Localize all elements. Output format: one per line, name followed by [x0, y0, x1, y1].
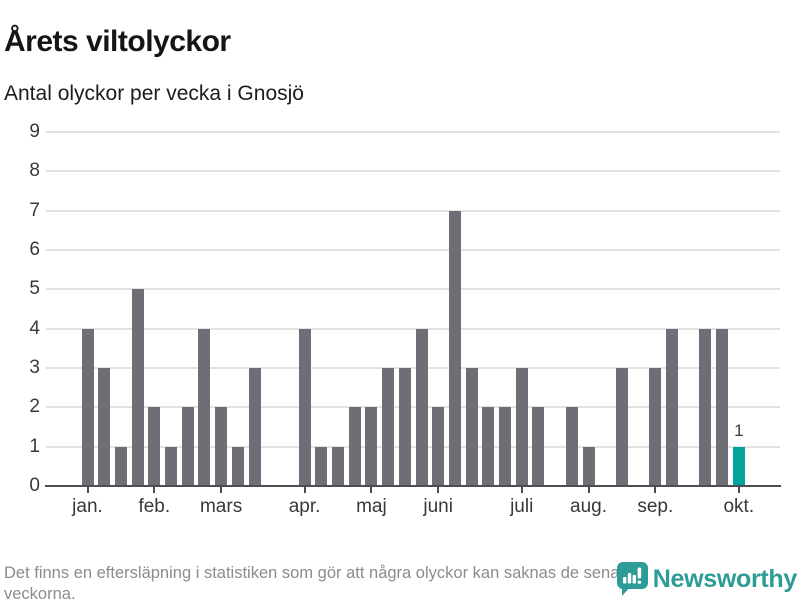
- bar: [81, 328, 94, 485]
- bar: [649, 368, 662, 485]
- x-axis-label: feb.: [138, 496, 171, 517]
- gridline: [46, 288, 780, 291]
- bar: [131, 289, 144, 485]
- x-axis-tick: [654, 487, 657, 493]
- page-title: Årets viltolyckor: [4, 25, 231, 59]
- bar: [482, 407, 495, 485]
- x-axis-label: maj: [356, 496, 387, 517]
- x-axis-label: apr.: [288, 496, 321, 517]
- x-axis-line: [45, 485, 781, 487]
- newsworthy-bubble-chart-icon: [616, 562, 648, 602]
- bar: [148, 407, 161, 485]
- x-axis-tick: [370, 487, 373, 493]
- newsworthy-logo: Newsworthy: [616, 562, 798, 602]
- bar: [448, 210, 461, 485]
- gridline: [46, 209, 780, 212]
- gridline: [46, 131, 780, 134]
- bar: [332, 446, 344, 485]
- y-axis-label: 1: [29, 435, 40, 457]
- y-axis-label: 0: [29, 475, 40, 496]
- bar: [315, 446, 328, 485]
- bar: [298, 328, 311, 485]
- bar: [215, 407, 228, 485]
- y-axis-label: 9: [29, 121, 40, 143]
- x-axis-label: juni: [423, 496, 453, 517]
- bar: [582, 446, 595, 485]
- bar: [198, 328, 211, 485]
- x-axis-tick: [587, 487, 590, 493]
- x-axis-tick: [437, 487, 440, 493]
- y-axis-label: 5: [29, 278, 40, 300]
- x-axis-label: aug.: [570, 496, 607, 517]
- bar: [699, 328, 712, 485]
- x-axis-tick: [737, 487, 740, 493]
- y-axis-label: 7: [29, 199, 40, 221]
- bar: [114, 446, 127, 485]
- bar: [666, 328, 678, 485]
- bar: [165, 446, 177, 485]
- bar: [615, 368, 628, 485]
- x-axis-tick: [220, 487, 223, 493]
- x-axis-label: sep.: [637, 496, 674, 517]
- gridline: [46, 445, 780, 448]
- newsworthy-wordmark: Newsworthy: [652, 565, 798, 593]
- x-axis-tick: [153, 487, 156, 493]
- bar: [432, 407, 445, 485]
- gridline: [46, 367, 780, 369]
- bar: [499, 407, 511, 485]
- gridline: [46, 327, 780, 330]
- x-axis-label: mars: [199, 496, 243, 517]
- x-axis-tick: [86, 487, 89, 493]
- bar-highlighted: [732, 446, 745, 485]
- y-axis-label: 6: [29, 239, 40, 261]
- gridline: [46, 406, 780, 409]
- bar: [248, 368, 261, 485]
- bar: [565, 407, 578, 485]
- x-axis-label: jan.: [72, 496, 103, 517]
- x-axis-label: juli: [510, 496, 534, 517]
- bar: [532, 407, 545, 485]
- chart-subtitle: Antal olyckor per vecka i Gnosjö: [4, 82, 304, 105]
- bar: [231, 446, 244, 485]
- bar: [348, 407, 361, 485]
- bar: [415, 328, 428, 485]
- bar: [465, 368, 478, 485]
- gridline: [46, 249, 780, 252]
- footer-note: Det finns en eftersläpning i statistiken…: [4, 564, 642, 604]
- bar: [398, 368, 411, 485]
- y-axis-label: 3: [29, 357, 40, 378]
- bar: [181, 407, 194, 485]
- y-axis-label: 8: [29, 160, 40, 182]
- gridline: [46, 170, 780, 173]
- y-axis-label: 4: [29, 317, 40, 339]
- y-axis-label: 2: [29, 396, 40, 418]
- bar: [382, 368, 395, 485]
- bar: [365, 407, 378, 485]
- bar: [98, 368, 111, 485]
- x-axis-tick: [520, 487, 523, 493]
- bar: [515, 368, 528, 485]
- bar: [716, 328, 729, 485]
- x-axis-tick: [303, 487, 306, 493]
- bar-value-label: 1: [734, 420, 744, 440]
- x-axis-label: okt.: [723, 496, 755, 517]
